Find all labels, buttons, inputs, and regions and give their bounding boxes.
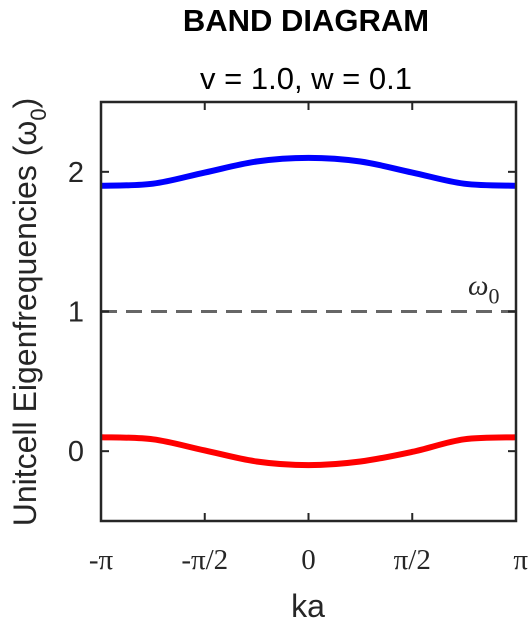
plot-area: ω0: [100, 154, 517, 469]
x-tick-label: 0: [301, 544, 316, 576]
reference-line-label: ω0: [468, 270, 499, 309]
x-axis-ticks: -π -π/2 0 π/2 π: [89, 102, 528, 576]
x-tick-label: π/2: [394, 544, 431, 576]
x-tick-label: -π: [89, 544, 114, 576]
x-tick-label: -π/2: [181, 544, 228, 576]
chart-title: BAND DIAGRAM: [183, 3, 429, 38]
x-axis-label: ka: [291, 588, 325, 624]
y-tick-label: 0: [68, 436, 84, 468]
x-tick-label: π: [513, 544, 528, 576]
y-tick-label: 2: [68, 157, 84, 189]
y-axis-ticks: 0 1 2: [68, 157, 516, 468]
y-tick-label: 1: [68, 297, 84, 329]
lower-band-line: [100, 434, 517, 469]
upper-band-line: [100, 154, 517, 189]
chart-subtitle: v = 1.0, w = 0.1: [200, 61, 412, 96]
y-axis-label: Unitcell Eigenfrequencies (ω0): [7, 98, 51, 527]
